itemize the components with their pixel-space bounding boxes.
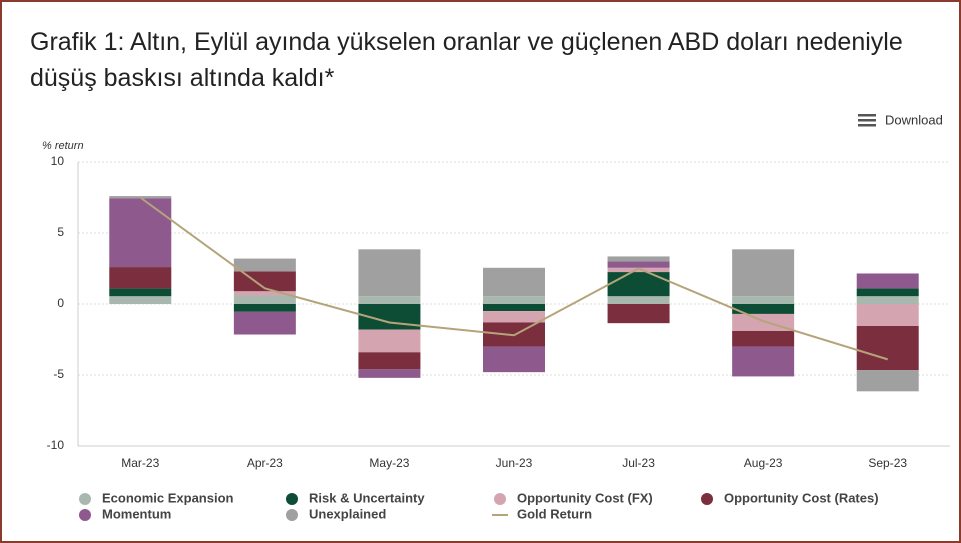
bar-segment xyxy=(109,288,172,297)
bar-segment xyxy=(233,291,296,296)
bar-segment xyxy=(358,369,421,378)
legend-label: Momentum xyxy=(102,506,171,521)
x-tick-label: Jun-23 xyxy=(496,456,533,470)
bar-segment xyxy=(856,304,919,327)
x-tick-label: Jul-23 xyxy=(622,456,655,470)
y-tick-label: -5 xyxy=(53,367,64,381)
chart-title: Grafik 1: Altın, Eylül ayında yükselen o… xyxy=(30,28,903,92)
legend-swatch xyxy=(79,493,91,505)
legend-swatch xyxy=(79,509,91,521)
bar-segment xyxy=(607,272,670,297)
gold-return-line xyxy=(139,196,889,361)
bar-segment xyxy=(732,346,795,377)
x-tick-label: Sep-23 xyxy=(868,456,907,470)
menu-icon[interactable] xyxy=(858,114,876,127)
legend-label: Unexplained xyxy=(309,506,386,521)
y-axis-label: % return xyxy=(42,140,84,152)
bar-segment xyxy=(732,296,795,304)
bar-segment xyxy=(109,267,172,289)
bar-segment xyxy=(109,296,172,304)
bar-segment xyxy=(607,261,670,268)
bar-segment xyxy=(483,311,545,323)
legend-label: Opportunity Cost (Rates) xyxy=(724,490,879,505)
legend-swatch xyxy=(286,509,298,521)
legend-label: Risk & Uncertainty xyxy=(309,490,425,505)
bar-segment xyxy=(607,256,670,262)
bar-segment xyxy=(607,296,670,304)
y-tick-label: 5 xyxy=(57,225,64,239)
download-button[interactable]: Download xyxy=(885,112,943,127)
bar-segment xyxy=(109,196,172,199)
bar-segment xyxy=(358,249,421,297)
bar-segment xyxy=(732,304,795,314)
bar-segment xyxy=(483,346,545,373)
bar-segment xyxy=(856,326,919,371)
legend-swatch xyxy=(286,493,298,505)
bar-segment xyxy=(732,249,795,297)
bar-segment xyxy=(607,267,670,273)
legend-label: Gold Return xyxy=(517,506,592,521)
bar-segment xyxy=(856,288,919,297)
y-tick-label: -10 xyxy=(47,438,65,452)
bar-segment xyxy=(233,304,296,312)
menu-bar xyxy=(858,119,876,122)
bar-segment xyxy=(856,273,919,289)
menu-bar xyxy=(858,114,876,117)
legend-label: Opportunity Cost (FX) xyxy=(517,490,653,505)
y-tick-label: 0 xyxy=(57,296,64,310)
legend-label: Economic Expansion xyxy=(102,490,234,505)
bar-segment xyxy=(483,296,545,304)
bar-segment xyxy=(607,304,670,324)
bar-segment xyxy=(233,295,296,304)
menu-bar xyxy=(858,124,876,127)
x-tick-label: Mar-23 xyxy=(121,456,159,470)
bar-segment xyxy=(358,296,421,304)
x-tick-label: May-23 xyxy=(369,456,409,470)
bar-segment xyxy=(358,329,421,353)
x-tick-label: Aug-23 xyxy=(744,456,783,470)
legend-swatch xyxy=(494,493,506,505)
bar-segment xyxy=(483,304,545,312)
bar-segment xyxy=(483,267,545,297)
x-tick-label: Apr-23 xyxy=(247,456,283,470)
bar-segment xyxy=(856,296,919,304)
bar-segment xyxy=(856,370,919,392)
legend-swatch xyxy=(701,493,713,505)
bar-segment xyxy=(109,198,172,268)
bar-segment xyxy=(732,330,795,347)
y-tick-label: 10 xyxy=(51,154,65,168)
bar-segment xyxy=(233,311,296,335)
bar-segment xyxy=(233,258,296,272)
bar-segment xyxy=(358,352,421,370)
